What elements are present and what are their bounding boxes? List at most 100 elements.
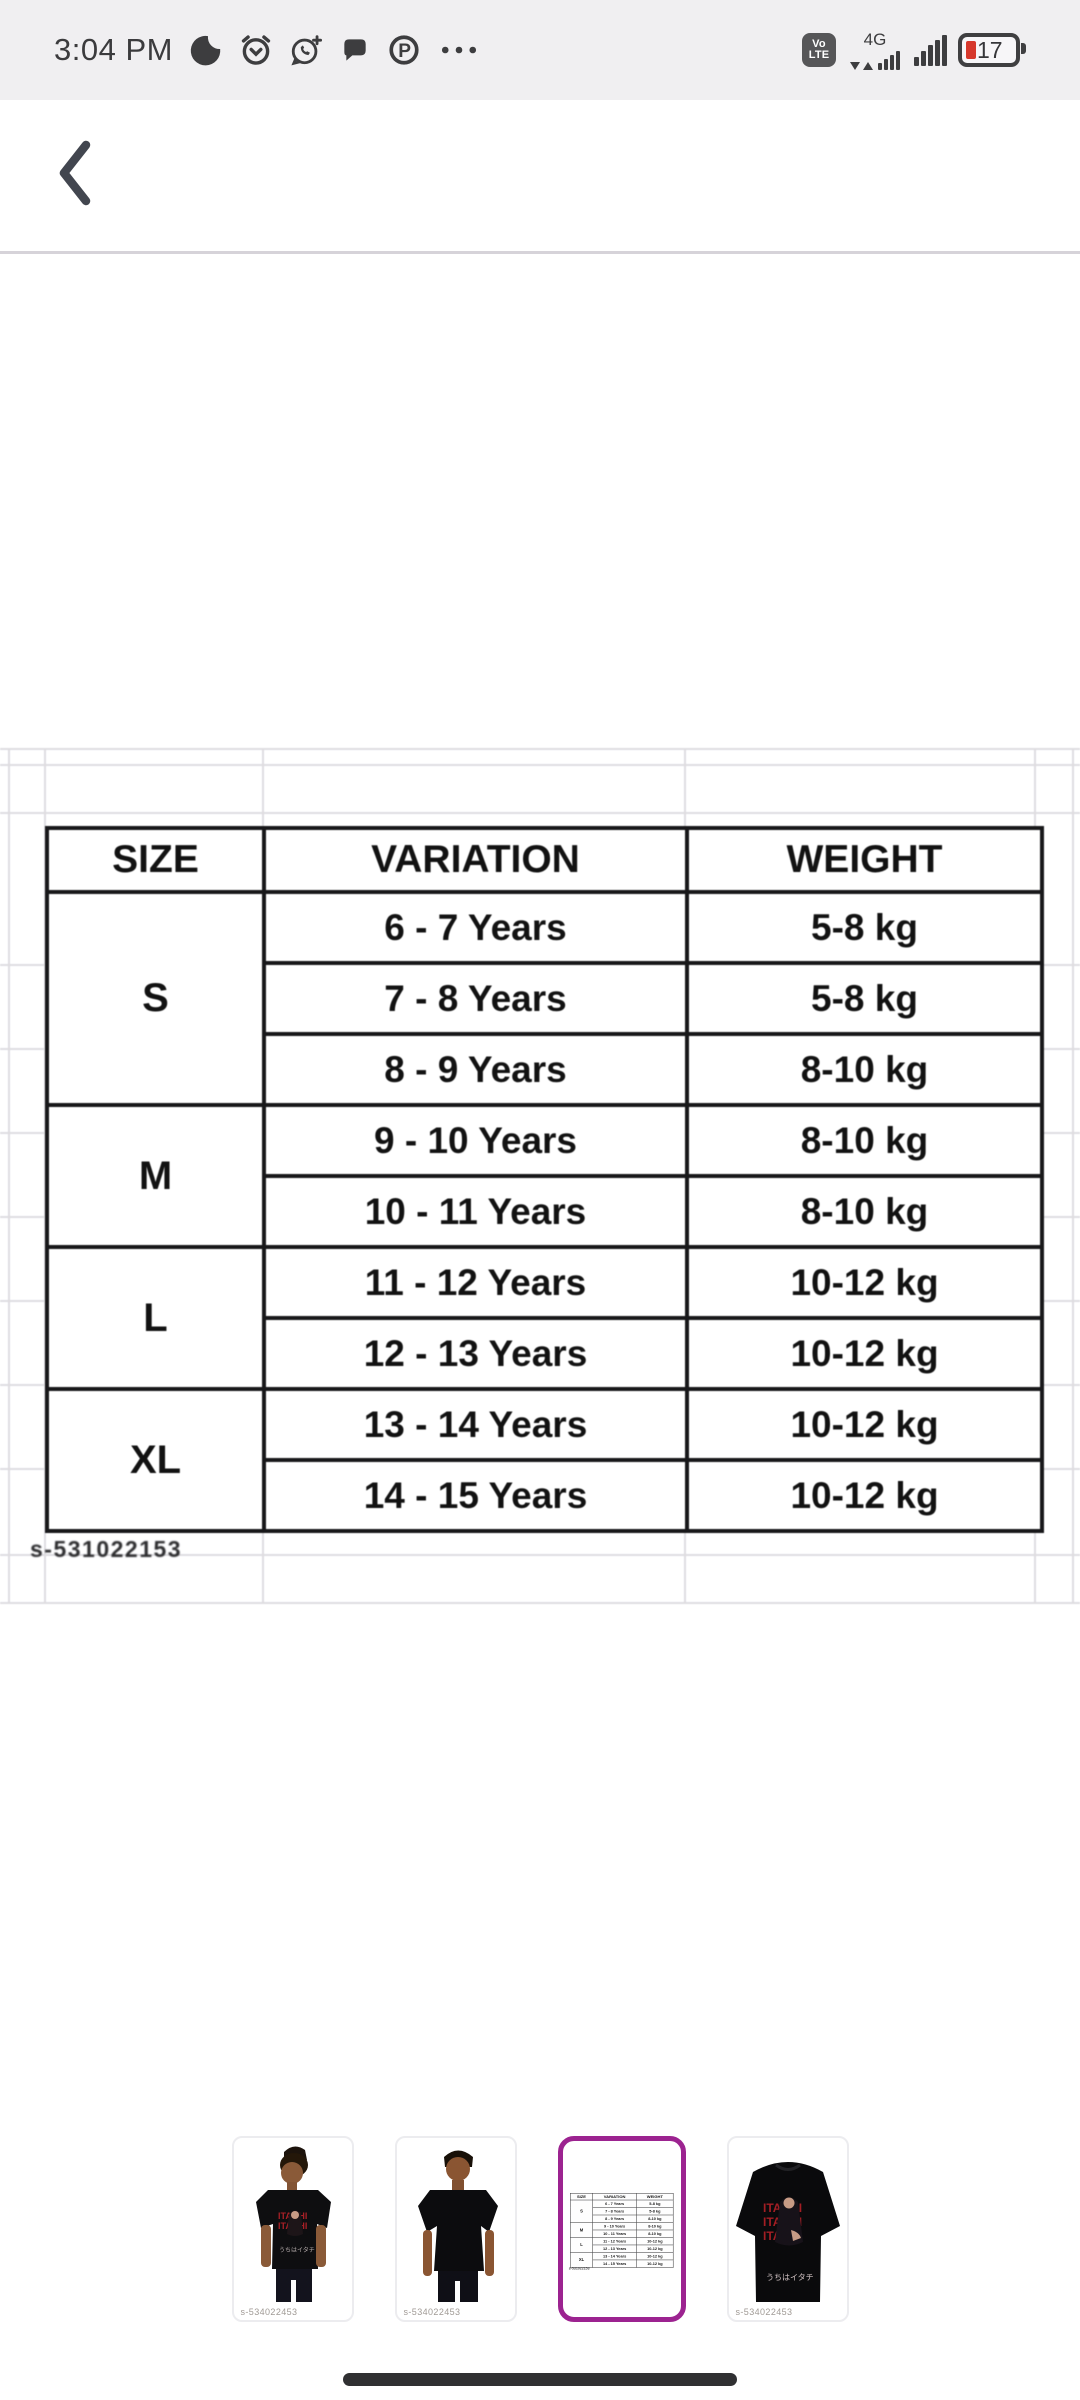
alarm-icon [239,33,273,67]
size-chart-table: SIZE VARIATION WEIGHT S 6 - 7 Years 5-8 … [45,826,1044,1533]
variation-cell: 14 - 15 Years [591,2259,637,2268]
size-cell: XL [45,1387,266,1533]
table-row: M 9 - 10 Years 8-10 kg [45,1103,1044,1249]
app-bar [0,100,1080,251]
thumbnail-model-front[interactable]: s-534022453 [394,2136,517,2322]
battery-fill [966,41,976,59]
weight-cell: 8-10 kg [685,1103,1044,1178]
status-bar: 3:04 PM P [0,0,1080,100]
thumbnail-back-print[interactable]: ITACHI ITACHI ITACHI うちはイタチ s-534022453 [726,2136,849,2322]
table-row: 10 - 11 Years 8-10 kg [47,1174,1044,1249]
whatsapp-icon [289,33,323,67]
table-row: S 6 - 7 Years 5-8 kg [569,2199,673,2223]
variation-cell: 9 - 10 Years [591,2222,637,2231]
variation-cell: 11 - 12 Years [262,1245,689,1320]
watermark-text: s-531022153 [30,1536,183,1562]
volte-bottom: LTE [808,49,830,61]
thumbnail-model-back[interactable]: ITACHI ITACHI うちはイタチ s-534022453 [231,2136,354,2322]
header-weight: WEIGHT [685,826,1044,894]
table-row: S 6 - 7 Years 5-8 kg [45,890,1044,1107]
chat-icon [339,34,371,66]
table-row: L 11 - 12 Years 10-12 kg [45,1245,1044,1391]
weight-cell: 5-8 kg [635,2207,673,2216]
battery-indicator: 17 [958,33,1026,67]
size-cell: S [45,890,266,1107]
table-row: 12 - 13 Years 10-12 kg [570,2244,673,2253]
watermark-text: s-534022453 [403,2307,461,2317]
variation-cell: 8 - 9 Years [262,1032,689,1107]
table-row: 12 - 13 Years 10-12 kg [47,1316,1044,1391]
variation-cell: 14 - 15 Years [262,1458,689,1533]
mini-size-chart: SIZE VARIATION WEIGHT S 6 - 7 Years 5-8 … [568,2193,673,2271]
table-row: M 9 - 10 Years 8-10 kg [569,2222,673,2238]
product-photo-back-view: ITACHI ITACHI うちはイタチ [255,2146,331,2302]
thumbnail-strip: ITACHI ITACHI うちはイタチ s-534022453 [0,2136,1080,2322]
weight-cell: 10-12 kg [685,1458,1044,1533]
network-type-label: 4G [863,29,887,49]
variation-cell: 8 - 9 Years [591,2214,637,2223]
weight-cell: 5-8 kg [685,890,1044,965]
kanji-caption: うちはイタチ [279,2246,315,2254]
table-row: 8 - 9 Years 8-10 kg [570,2214,673,2223]
table-row: 8 - 9 Years 8-10 kg [47,1032,1044,1107]
pinterest-icon: P [387,33,421,67]
weight-cell: 8-10 kg [635,2214,673,2223]
volte-top: Vo [812,38,826,50]
upload-arrow-icon [863,61,873,70]
status-bar-right: Vo LTE 4G 17 [802,31,1026,70]
weight-cell: 5-8 kg [635,2199,673,2208]
weight-cell: 10-12 kg [635,2244,673,2253]
watermark-text: s-534022453 [735,2307,793,2317]
gesture-navigation-bar[interactable] [343,2373,737,2386]
variation-cell: 13 - 14 Years [262,1387,689,1462]
network-type-indicator: 4G [847,31,903,70]
battery-percent: 17 [977,36,1003,63]
kanji-caption: うちはイタチ [766,2273,814,2282]
variation-cell: 9 - 10 Years [262,1103,689,1178]
table-row: L 11 - 12 Years 10-12 kg [569,2237,673,2253]
weight-cell: 5-8 kg [685,961,1044,1036]
size-cell: S [569,2199,593,2223]
variation-cell: 7 - 8 Years [591,2207,637,2216]
header-size: SIZE [45,826,266,894]
weight-cell: 10-12 kg [635,2259,673,2268]
weight-cell: 8-10 kg [685,1032,1044,1107]
variation-cell: 6 - 7 Years [591,2199,637,2208]
size-cell: XL [569,2252,593,2268]
clock-time: 3:04 PM [54,32,173,67]
table-row: XL 13 - 14 Years 10-12 kg [45,1387,1044,1533]
variation-cell: 12 - 13 Years [262,1316,689,1391]
table-row: 14 - 15 Years 10-12 kg [47,1458,1044,1533]
header-weight: WEIGHT [635,2193,673,2201]
moon-icon [189,33,223,67]
weight-cell: 10-12 kg [635,2252,673,2261]
size-cell: L [45,1245,266,1391]
app-bar-divider [0,251,1080,254]
watermark-text: s-534022453 [240,2307,298,2317]
variation-cell: 7 - 8 Years [262,961,689,1036]
variation-cell: 10 - 11 Years [262,1174,689,1249]
back-button[interactable] [40,126,112,222]
variation-cell: 6 - 7 Years [262,890,689,965]
size-chart-image[interactable]: SIZE VARIATION WEIGHT S 6 - 7 Years 5-8 … [0,748,1080,1604]
download-arrow-icon [850,61,860,70]
size-cell: M [45,1103,266,1249]
size-cell: L [569,2237,593,2253]
product-photo-front-view [417,2150,498,2302]
weight-cell: 8-10 kg [685,1174,1044,1249]
header-variation: VARIATION [262,826,689,894]
signal-bars-sim2 [914,34,947,66]
table-row: 14 - 15 Years 10-12 kg [570,2259,673,2268]
header-size: SIZE [569,2193,593,2201]
weight-cell: 10-12 kg [635,2237,673,2246]
header-variation: VARIATION [591,2193,637,2201]
table-row: XL 13 - 14 Years 10-12 kg [569,2252,673,2268]
watermark-text: s-531022153 [568,2266,590,2271]
thumbnail-size-chart-selected[interactable]: SIZE VARIATION WEIGHT S 6 - 7 Years 5-8 … [557,2136,686,2322]
size-cell: M [569,2222,593,2238]
variation-cell: 12 - 13 Years [591,2244,637,2253]
more-icon [437,33,481,67]
weight-cell: 10-12 kg [685,1316,1044,1391]
weight-cell: 8-10 kg [635,2222,673,2231]
